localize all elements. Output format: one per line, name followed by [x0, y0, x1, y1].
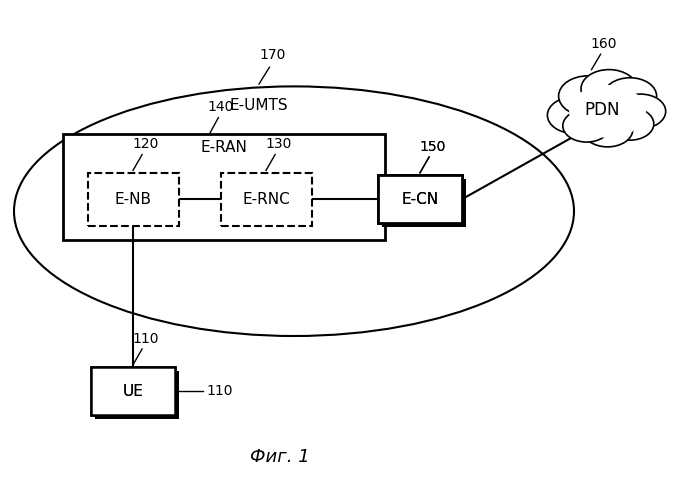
Circle shape — [582, 112, 633, 147]
Bar — [63, 134, 385, 240]
Text: E-UMTS: E-UMTS — [230, 98, 288, 113]
Bar — [378, 175, 462, 223]
Bar — [88, 173, 178, 226]
Bar — [382, 179, 466, 227]
Text: E-CN: E-CN — [401, 192, 439, 207]
Circle shape — [581, 70, 637, 108]
Text: E-RAN: E-RAN — [201, 140, 247, 155]
Bar — [220, 173, 312, 226]
Text: UE: UE — [122, 384, 144, 399]
Text: E-RNC: E-RNC — [242, 192, 290, 207]
Bar — [95, 371, 179, 419]
Circle shape — [603, 78, 657, 114]
Text: Фиг. 1: Фиг. 1 — [250, 447, 310, 466]
Circle shape — [559, 76, 617, 116]
Text: 150: 150 — [419, 140, 446, 154]
Bar — [91, 367, 175, 415]
Text: 120: 120 — [132, 137, 159, 151]
Text: E-NB: E-NB — [115, 192, 151, 207]
Bar — [378, 175, 462, 223]
Circle shape — [615, 94, 666, 129]
Text: 140: 140 — [207, 100, 234, 114]
Circle shape — [606, 108, 654, 140]
Text: 110: 110 — [206, 384, 233, 398]
Text: 130: 130 — [265, 137, 292, 151]
Bar — [91, 367, 175, 415]
Circle shape — [569, 85, 646, 138]
Text: PDN: PDN — [584, 101, 620, 120]
Text: 170: 170 — [260, 48, 286, 62]
Text: UE: UE — [122, 384, 144, 399]
Text: 160: 160 — [591, 37, 617, 51]
Circle shape — [547, 97, 601, 133]
Circle shape — [563, 109, 610, 142]
Text: 110: 110 — [132, 332, 159, 346]
Text: 150: 150 — [419, 140, 446, 154]
Text: E-CN: E-CN — [401, 192, 439, 207]
